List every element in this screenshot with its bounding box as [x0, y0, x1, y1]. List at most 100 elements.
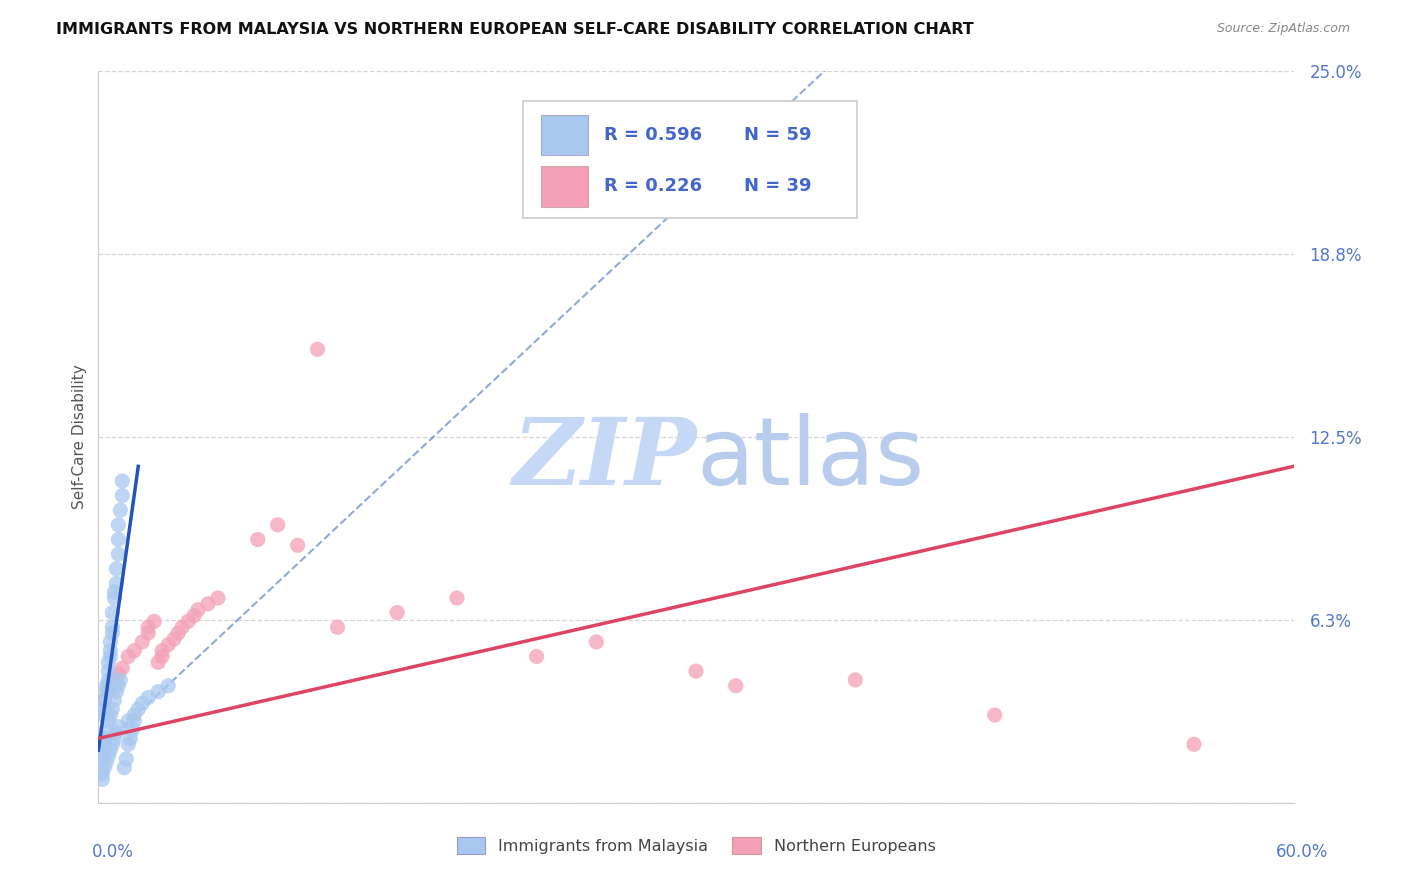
Point — [148, 684, 170, 698]
Point — [101, 606, 124, 620]
Point — [187, 603, 209, 617]
Point — [103, 693, 125, 707]
FancyBboxPatch shape — [541, 115, 589, 155]
Point — [124, 708, 146, 723]
Text: R = 0.226: R = 0.226 — [605, 178, 702, 195]
Point — [120, 731, 142, 746]
Point — [91, 752, 114, 766]
Point — [93, 693, 115, 707]
Text: N = 59: N = 59 — [744, 126, 811, 144]
Point — [97, 749, 120, 764]
Point — [91, 772, 114, 787]
Point — [107, 720, 129, 734]
Text: Source: ZipAtlas.com: Source: ZipAtlas.com — [1216, 22, 1350, 36]
Point — [446, 591, 468, 605]
Point — [117, 714, 139, 728]
Point — [136, 690, 159, 705]
Point — [103, 673, 125, 687]
FancyBboxPatch shape — [523, 101, 858, 218]
Point — [97, 656, 120, 670]
Point — [96, 684, 118, 698]
Point — [844, 673, 866, 687]
Point — [98, 635, 122, 649]
Text: atlas: atlas — [696, 413, 924, 505]
Point — [96, 679, 118, 693]
Point — [98, 679, 122, 693]
Point — [127, 702, 149, 716]
Point — [111, 489, 134, 503]
Point — [157, 638, 180, 652]
Point — [117, 737, 139, 751]
Point — [107, 667, 129, 681]
Point — [97, 664, 120, 678]
Point — [326, 620, 349, 634]
Point — [97, 684, 120, 698]
Point — [307, 343, 329, 357]
Point — [526, 649, 548, 664]
Point — [91, 766, 114, 780]
Point — [96, 723, 118, 737]
Point — [107, 517, 129, 532]
Point — [626, 137, 648, 152]
Point — [177, 615, 200, 629]
Text: 60.0%: 60.0% — [1277, 843, 1329, 861]
Point — [172, 620, 194, 634]
Point — [91, 708, 114, 723]
Point — [115, 752, 138, 766]
Text: IMMIGRANTS FROM MALAYSIA VS NORTHERN EUROPEAN SELF-CARE DISABILITY CORRELATION C: IMMIGRANTS FROM MALAYSIA VS NORTHERN EUR… — [56, 22, 974, 37]
Point — [143, 615, 166, 629]
Legend: Immigrants from Malaysia, Northern Europeans: Immigrants from Malaysia, Northern Europ… — [450, 830, 942, 861]
Point — [207, 591, 229, 605]
Point — [105, 684, 128, 698]
Point — [101, 626, 124, 640]
Point — [101, 702, 124, 716]
Point — [148, 656, 170, 670]
Point — [150, 649, 173, 664]
Point — [93, 761, 115, 775]
Point — [124, 643, 146, 657]
Point — [91, 743, 114, 757]
Point — [183, 608, 205, 623]
Text: 0.0%: 0.0% — [91, 843, 134, 861]
Point — [585, 635, 607, 649]
Point — [131, 696, 153, 710]
Point — [1182, 737, 1205, 751]
Point — [93, 702, 115, 716]
Point — [984, 708, 1007, 723]
Point — [98, 743, 122, 757]
Point — [112, 761, 135, 775]
Point — [131, 635, 153, 649]
Point — [105, 562, 128, 576]
Point — [103, 585, 125, 599]
Point — [110, 503, 132, 517]
Point — [97, 714, 120, 728]
Point — [121, 723, 143, 737]
Point — [107, 533, 129, 547]
Point — [163, 632, 186, 646]
Point — [98, 643, 122, 657]
Point — [103, 731, 125, 746]
Point — [107, 547, 129, 561]
Point — [385, 606, 409, 620]
Point — [287, 538, 309, 552]
Y-axis label: Self-Care Disability: Self-Care Disability — [72, 365, 87, 509]
Point — [167, 626, 190, 640]
Point — [124, 714, 146, 728]
Point — [105, 725, 128, 739]
Point — [150, 643, 173, 657]
Point — [105, 576, 128, 591]
Point — [110, 673, 132, 687]
Point — [98, 649, 122, 664]
Point — [246, 533, 269, 547]
Text: R = 0.596: R = 0.596 — [605, 126, 702, 144]
Point — [96, 755, 118, 769]
Point — [93, 693, 115, 707]
Point — [724, 679, 747, 693]
Point — [267, 517, 290, 532]
Point — [103, 591, 125, 605]
Point — [111, 661, 134, 675]
Point — [136, 620, 159, 634]
Point — [685, 664, 707, 678]
Point — [136, 626, 159, 640]
Point — [107, 679, 129, 693]
